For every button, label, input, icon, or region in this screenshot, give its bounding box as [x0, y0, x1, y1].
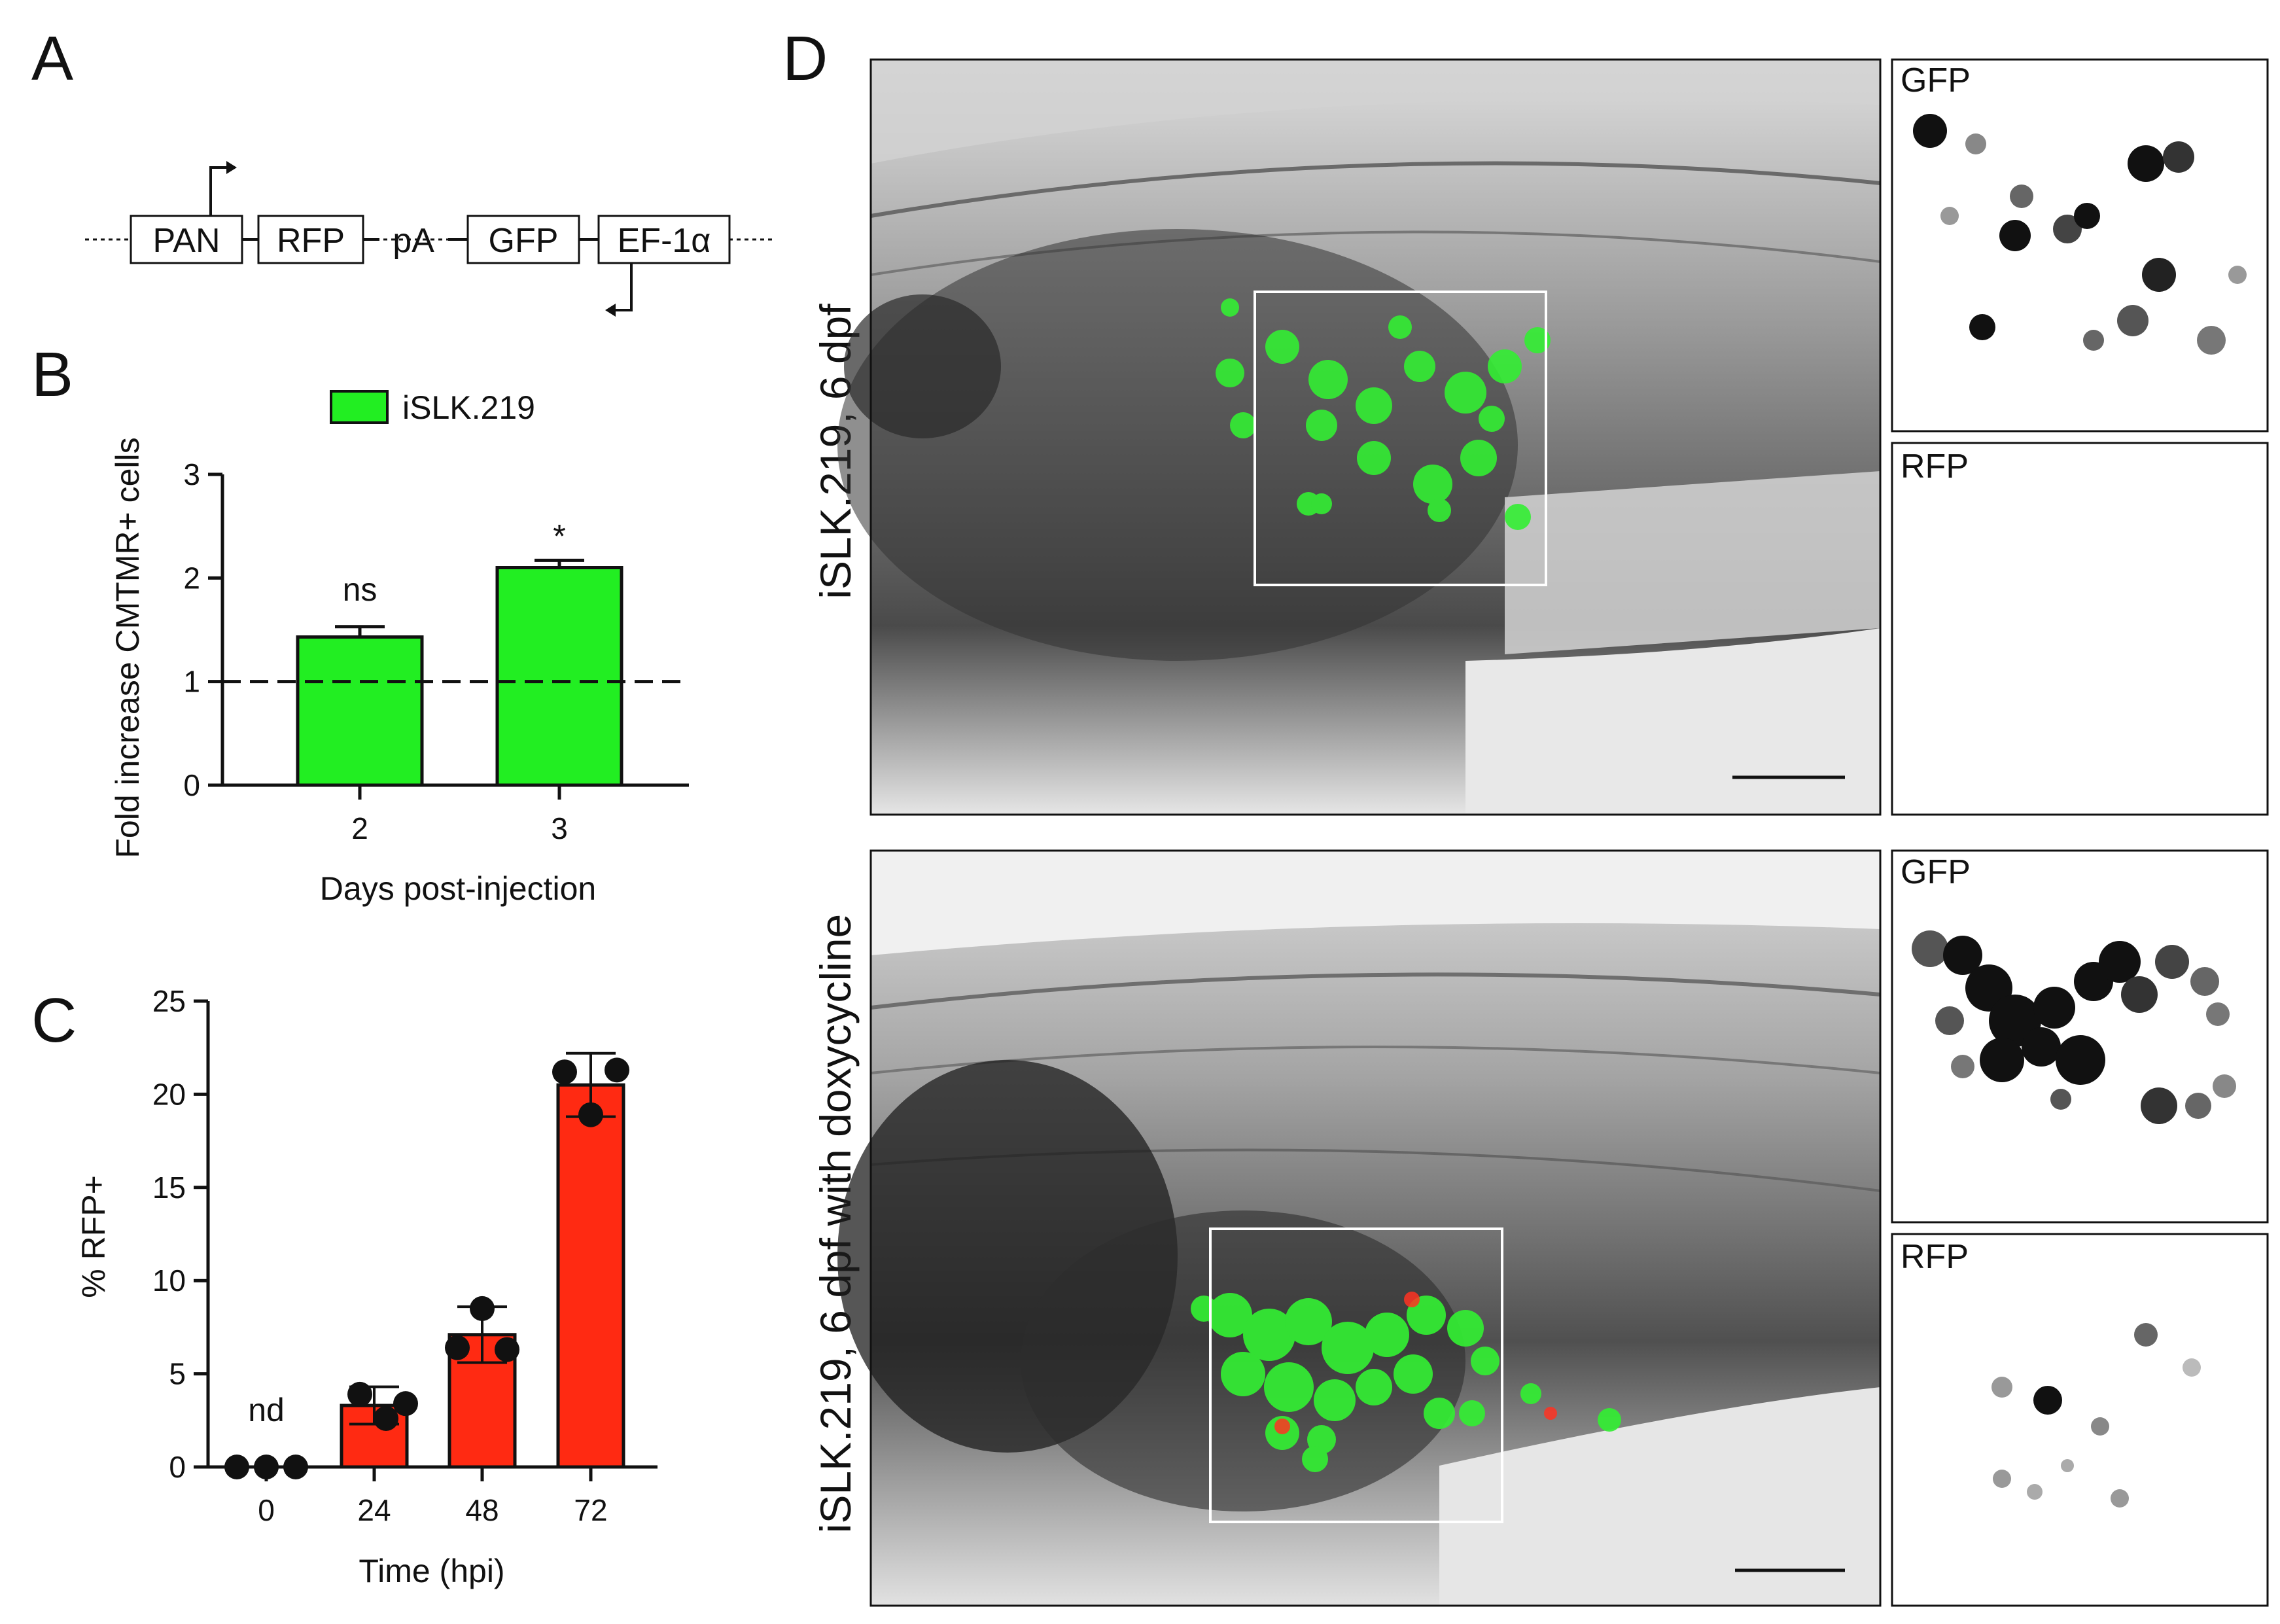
- zoom-box-bottom: [1209, 1227, 1503, 1523]
- chart-b-legend-swatch: [330, 390, 389, 424]
- chart-c-ylabel: % RFP+: [75, 1175, 112, 1298]
- chart-c-annotation: nd: [248, 1392, 285, 1428]
- chart-b-ytick-label: 2: [183, 561, 200, 595]
- rfp-cells-bottom: [1274, 1292, 1557, 1434]
- inset-bottom-gfp-label: GFP: [1901, 853, 1971, 891]
- panel-a-letter: A: [31, 24, 73, 94]
- inset-bottom-gfp: GFP: [1891, 849, 2269, 1224]
- chart-c-data-point: [283, 1455, 308, 1479]
- chart-b-annotation: *: [553, 518, 565, 554]
- chart-c-data-point: [347, 1381, 372, 1407]
- chart-c-data-point: [470, 1296, 495, 1321]
- chart-c-data-point: [374, 1405, 398, 1431]
- panel-c-letter: C: [31, 985, 77, 1055]
- chart-c-data-point: [393, 1391, 418, 1417]
- chart-b-annotation: ns: [343, 571, 377, 608]
- chart-c-bar: [556, 1083, 625, 1469]
- chart-c-data-point: [445, 1335, 470, 1360]
- inset-bottom-rfp-label: RFP: [1901, 1238, 1969, 1276]
- chart-c-data-point: [552, 1059, 577, 1085]
- chart-c-ytick-label: 20: [152, 1077, 186, 1111]
- micrograph-bottom: [837, 849, 1882, 1607]
- chart-b-bar: [495, 566, 623, 787]
- chart-b-xtick-label: 2: [351, 811, 368, 845]
- chart-c-data-point: [578, 1102, 603, 1127]
- chart-b-legend-label: iSLK.219: [402, 389, 535, 426]
- inset-top-gfp: GFP: [1891, 58, 2269, 432]
- chart-c-xtick-label: 72: [574, 1493, 607, 1527]
- pan-promoter-arrow-icon: [209, 166, 229, 216]
- chart-c-xtick-label: 48: [465, 1493, 499, 1527]
- micrograph-top: [837, 58, 1882, 816]
- inset-top-gfp-label: GFP: [1901, 62, 1971, 99]
- chart-c-data-point: [495, 1337, 519, 1362]
- chart-b-xlabel: Days post-injection: [320, 870, 596, 907]
- construct-label-rfp: RFP: [277, 222, 345, 260]
- inset-top-rfp-label: RFP: [1901, 448, 1969, 485]
- chart-c-ytick-label: 5: [169, 1357, 186, 1391]
- chart-b-bar: [296, 635, 424, 787]
- chart-c-ytick-label: 0: [169, 1450, 186, 1484]
- construct-label-pa: pA: [393, 222, 434, 260]
- construct-label-pan: PAN: [152, 222, 220, 260]
- chart-c-ytick-label: 25: [152, 984, 186, 1018]
- chart-b-ylabel: Fold increase CMTMR+ cells: [109, 437, 146, 858]
- chart-b-ytick-label: 3: [183, 457, 200, 491]
- gfp-cells-bottom: [1191, 1293, 1621, 1472]
- ef1a-promoter-arrow-icon: [613, 263, 633, 311]
- chart-c-ytick-label: 10: [152, 1263, 186, 1297]
- chart-c-xlabel: Time (hpi): [359, 1553, 504, 1589]
- chart-b: iSLK.219 0 1 2 3 2 ns 3 * Fold increase CMTMR+…: [109, 389, 689, 907]
- chart-c-xtick-label: 24: [357, 1493, 391, 1527]
- chart-c-data-point: [605, 1057, 629, 1083]
- inset-top-rfp: RFP: [1891, 442, 2269, 816]
- gfp-cells-top: [1216, 298, 1551, 530]
- construct-diagram: PAN RFP pA GFP EF-1α: [85, 161, 772, 317]
- construct-box-rfp: [257, 215, 364, 264]
- construct-label-gfp: GFP: [489, 222, 559, 260]
- construct-box-pan: [130, 215, 243, 264]
- chart-b-ytick-label: 1: [183, 665, 200, 699]
- chart-c: 0 5 10 15 20 25 0 nd 24 48 72 % RFP+ Time (hpi): [75, 984, 658, 1589]
- chart-b-xtick-label: 3: [551, 811, 568, 845]
- construct-box-gfp: [466, 215, 580, 264]
- construct-label-ef1a: EF-1α: [618, 222, 711, 260]
- inset-bottom-rfp: RFP: [1891, 1233, 2269, 1607]
- construct-box-ef1a: [597, 215, 731, 264]
- panel-b-letter: B: [31, 340, 73, 410]
- chart-c-data-point: [224, 1455, 249, 1479]
- panel-d-letter: D: [782, 24, 828, 94]
- zoom-box-top: [1254, 291, 1547, 586]
- chart-c-data-point: [254, 1455, 279, 1479]
- chart-c-xtick-label: 0: [258, 1493, 275, 1527]
- chart-c-ytick-label: 15: [152, 1171, 186, 1205]
- chart-b-ytick-label: 0: [183, 768, 200, 802]
